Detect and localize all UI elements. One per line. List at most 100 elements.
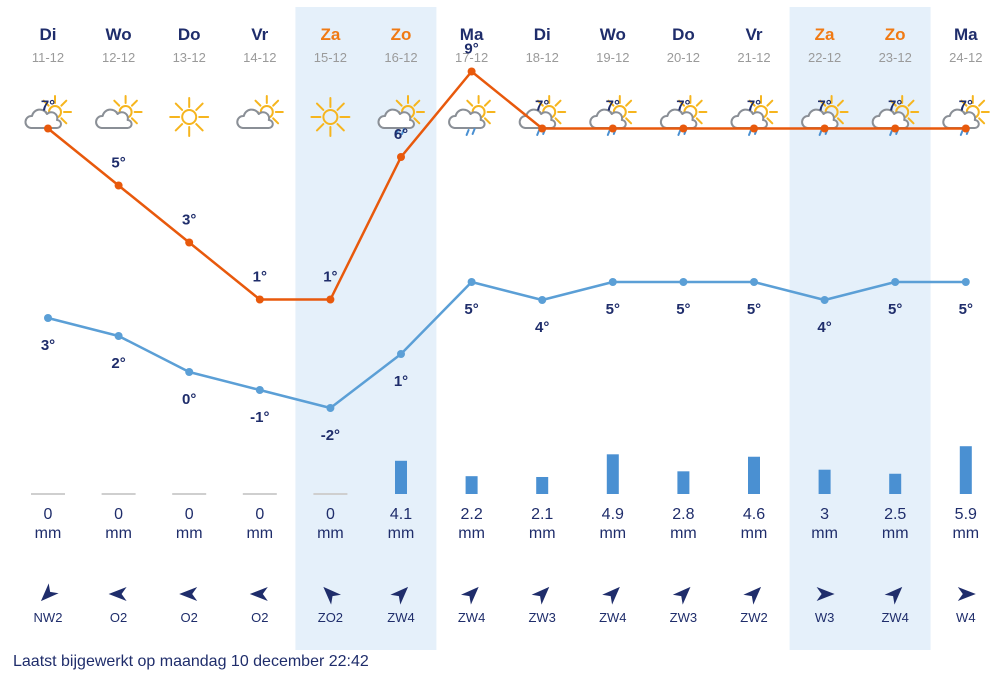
cloud-shape <box>377 108 415 129</box>
precip-baseline <box>31 493 65 495</box>
day-name: Vr <box>745 25 762 44</box>
max-temp-point <box>185 238 194 247</box>
sun-ray <box>413 117 421 125</box>
precip-bar <box>465 476 478 494</box>
wind-arrow-shape <box>108 587 127 601</box>
precip-value: 0 <box>114 506 123 523</box>
max-temp-point <box>114 181 123 190</box>
wind-arrow-shape <box>602 586 620 605</box>
sun-disc <box>181 109 198 125</box>
max-temp-label: 7° <box>676 98 690 115</box>
day-date: 21-12 <box>737 50 770 65</box>
day-name: Zo <box>391 25 412 44</box>
precip-unit: mm <box>811 525 838 542</box>
sun-ray <box>336 123 345 132</box>
precip-unit: mm <box>882 525 909 542</box>
day-name: Vr <box>251 25 268 44</box>
precip-unit: mm <box>599 525 626 542</box>
sun-ray <box>272 99 280 107</box>
min-temp-point <box>538 296 547 304</box>
sun-ray <box>695 99 703 107</box>
wind-label: ZW4 <box>458 610 485 625</box>
sun-disc <box>322 109 339 125</box>
precip-baseline <box>242 493 277 495</box>
sun-cloud-icon <box>95 95 143 129</box>
sun-ray <box>130 99 138 107</box>
sun-ray <box>113 99 121 107</box>
cloud-shape <box>95 108 133 129</box>
cloud-shape <box>659 108 698 129</box>
wind-arrow-icon <box>108 587 127 601</box>
precip-bar <box>606 454 619 494</box>
precip-baseline <box>172 493 207 495</box>
sun-ray <box>483 99 491 107</box>
max-temp-point <box>467 67 476 76</box>
rain-drop <box>471 128 476 135</box>
rain-drop <box>818 129 823 136</box>
cloud-shape <box>448 108 486 129</box>
max-temp-label: 7° <box>606 98 620 115</box>
sun-ray <box>272 117 280 125</box>
min-temp-line <box>47 280 966 410</box>
wind-label: O2 <box>110 610 127 625</box>
sun-ray <box>315 123 325 132</box>
max-temp-point <box>961 124 970 133</box>
cloud-shape <box>730 108 768 129</box>
max-temp-label: 7° <box>959 98 973 115</box>
day-date: 20-12 <box>667 50 700 65</box>
day-name: Wo <box>106 25 132 44</box>
max-temp-label: 7° <box>535 98 549 115</box>
day-name: Za <box>320 25 340 44</box>
min-temp-label: 1° <box>394 373 408 390</box>
cloud-shape <box>942 108 980 129</box>
sun-cloud-rain-icon <box>518 95 567 136</box>
rain-drop <box>889 129 894 136</box>
sun-cloud-rain-icon <box>448 95 496 136</box>
sun-ray <box>413 99 421 107</box>
precip-bar <box>889 473 902 494</box>
sun-ray <box>678 99 686 107</box>
precip-unit: mm <box>741 525 768 542</box>
sun-ray <box>625 117 633 125</box>
precip-unit: mm <box>176 525 203 542</box>
precip-unit: mm <box>529 525 556 542</box>
precip-baseline <box>101 493 136 495</box>
min-temp-point <box>750 278 758 286</box>
day-name: Za <box>815 25 835 44</box>
max-temp-label: 3° <box>182 212 196 229</box>
max-temp-point <box>326 295 335 304</box>
precip-unit: mm <box>35 525 62 542</box>
wind-label: O2 <box>181 610 198 625</box>
sun-ray <box>695 117 703 125</box>
sun-ray <box>889 99 897 107</box>
min-temp-point <box>891 278 900 286</box>
min-temp-label: 4° <box>535 319 549 336</box>
wind-arrow-shape <box>816 587 835 601</box>
wind-label: ZW4 <box>387 610 414 625</box>
wind-arrow-shape <box>179 587 198 601</box>
sun-ray <box>174 102 184 111</box>
wind-label: NW2 <box>34 610 63 625</box>
sun-cloud-rain-icon <box>659 95 708 136</box>
precip-bar <box>536 476 549 494</box>
wind-label: ZO2 <box>318 610 343 625</box>
sun-ray <box>960 99 968 107</box>
precip-unit: mm <box>246 525 273 542</box>
sun-cloud-rain-icon <box>377 95 425 136</box>
sun-ray <box>978 99 986 107</box>
wind-arrow-icon <box>743 586 762 605</box>
wind-arrow-shape <box>672 586 691 605</box>
max-temp-point <box>608 124 617 133</box>
wind-arrow-shape <box>531 586 550 605</box>
day-date: 23-12 <box>879 50 912 65</box>
max-temp-label: 5° <box>111 155 125 172</box>
day-name: Ma <box>954 25 978 44</box>
sun-ray <box>195 102 204 111</box>
cloud-shape <box>589 108 627 129</box>
precip-value: 4.1 <box>390 506 412 523</box>
sun-icon <box>169 97 210 137</box>
sun-ray <box>554 117 562 125</box>
precip-bar <box>748 456 760 494</box>
max-temp-point <box>891 124 900 133</box>
rain-drop <box>748 129 752 136</box>
